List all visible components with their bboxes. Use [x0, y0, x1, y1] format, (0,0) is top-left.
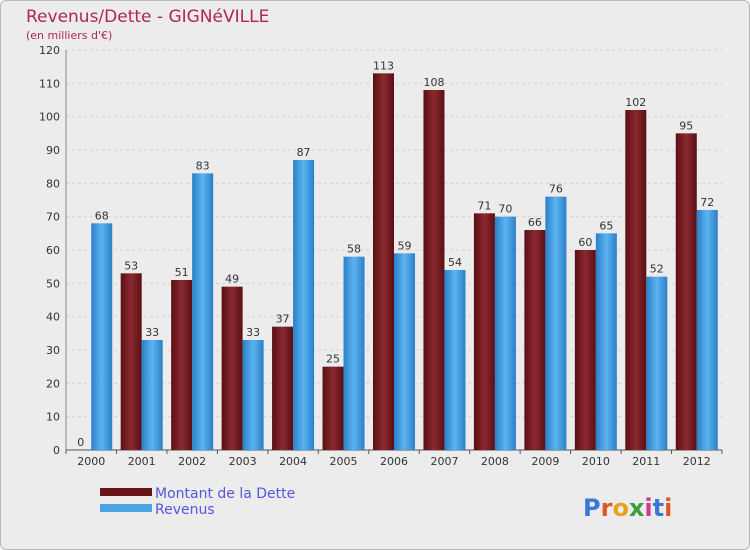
data-label-debt: 108: [423, 76, 444, 89]
y-tick-label: 100: [39, 111, 60, 124]
data-label-debt: 37: [276, 313, 290, 326]
data-label-debt: 25: [326, 353, 340, 366]
bar-revenus: [444, 270, 466, 450]
data-label-revenus: 58: [347, 243, 361, 256]
bar-revenus: [494, 216, 516, 450]
bar-revenus: [242, 340, 264, 450]
x-tick-label: 2008: [481, 455, 509, 468]
bar-revenus: [545, 196, 567, 450]
legend-label-debt: Montant de la Dette: [155, 486, 295, 502]
data-label-debt: 66: [528, 216, 542, 229]
y-tick-label: 60: [46, 244, 60, 257]
x-axis-ticks: 2000 2001 2002 2003 2004 2005 2006 2007 2008 2009…: [65, 450, 723, 468]
y-tick-label: 0: [53, 444, 60, 457]
data-label-debt: 113: [373, 59, 394, 72]
chart-subtitle: (en milliers d'€): [26, 29, 112, 42]
x-tick-label: 2011: [632, 455, 660, 468]
data-label-revenus: 87: [297, 146, 311, 159]
bar-debt: [524, 230, 546, 450]
x-tick-label: 2006: [380, 455, 408, 468]
y-tick-label: 40: [46, 311, 60, 324]
bar-debt: [221, 286, 243, 450]
x-tick-label: 2003: [229, 455, 257, 468]
bar-debt: [120, 273, 142, 450]
data-label-revenus: 72: [700, 196, 714, 209]
y-axis-ticks: 0 10 20 30 40 50 60 70 80 90 100 110 120: [39, 44, 60, 457]
y-tick-label: 90: [46, 144, 60, 157]
chart-title: Revenus/Dette - GIGNéVILLE: [26, 7, 269, 27]
data-label-debt: 0: [77, 436, 84, 449]
data-label-revenus: 68: [95, 209, 109, 222]
x-tick-label: 2005: [330, 455, 358, 468]
x-tick-label: 2000: [77, 455, 105, 468]
legend: Montant de la Dette Revenus: [100, 486, 295, 518]
bar-debt: [322, 366, 344, 450]
data-label-debt: 49: [225, 273, 239, 286]
bar-debt: [675, 133, 697, 451]
data-label-revenus: 83: [196, 159, 210, 172]
bar-debt: [171, 280, 193, 450]
bar-revenus: [293, 160, 315, 450]
data-label-revenus: 65: [599, 219, 613, 232]
bar-revenus: [343, 256, 365, 450]
y-tick-label: 120: [39, 44, 60, 57]
x-tick-label: 2004: [279, 455, 307, 468]
y-tick-label: 80: [46, 177, 60, 190]
logo-letter: o: [612, 494, 629, 522]
logo-letter: P: [583, 494, 601, 522]
bar-revenus: [595, 233, 617, 450]
bars: [91, 73, 718, 451]
bar-revenus: [696, 210, 718, 450]
data-label-debt: 51: [175, 266, 189, 279]
data-label-revenus: 59: [398, 239, 412, 252]
data-label-revenus: 33: [145, 326, 159, 339]
bar-revenus: [141, 340, 163, 450]
data-label-revenus: 76: [549, 183, 563, 196]
bar-debt: [625, 110, 647, 450]
bar-revenus: [192, 173, 214, 451]
y-tick-label: 70: [46, 211, 60, 224]
y-tick-label: 50: [46, 277, 60, 290]
x-tick-label: 2002: [178, 455, 206, 468]
bar-debt: [473, 213, 495, 450]
logo-letter: r: [601, 494, 613, 522]
legend-label-revenus: Revenus: [155, 502, 215, 518]
y-tick-label: 110: [39, 77, 60, 90]
data-label-debt: 53: [124, 259, 138, 272]
bar-revenus: [91, 223, 113, 450]
x-tick-label: 2007: [430, 455, 458, 468]
x-tick-label: 2001: [128, 455, 156, 468]
logo-letter: t: [653, 494, 664, 522]
bar-revenus: [646, 276, 668, 450]
data-label-revenus: 33: [246, 326, 260, 339]
logo-letter: x: [629, 494, 645, 522]
data-label-revenus: 70: [498, 203, 512, 216]
x-tick-label: 2009: [531, 455, 559, 468]
data-label-debt: 95: [679, 119, 693, 132]
y-tick-label: 30: [46, 344, 60, 357]
bar-debt: [574, 250, 596, 450]
bar-debt: [272, 326, 294, 450]
y-tick-label: 10: [46, 411, 60, 424]
logo-letter: i: [644, 494, 652, 522]
bar-revenus: [394, 253, 415, 450]
legend-swatch-debt: [100, 488, 152, 496]
data-label-revenus: 52: [650, 263, 664, 276]
bar-debt: [373, 73, 394, 450]
x-tick-label: 2012: [683, 455, 711, 468]
y-tick-label: 20: [46, 377, 60, 390]
bar-debt: [423, 90, 445, 450]
x-tick-label: 2010: [582, 455, 610, 468]
data-label-debt: 71: [477, 199, 491, 212]
data-label-revenus: 54: [448, 256, 462, 269]
data-label-debt: 60: [578, 236, 592, 249]
logo-letter: i: [664, 494, 672, 522]
proxiti-logo: Proxiti: [583, 494, 672, 522]
data-label-debt: 102: [625, 96, 646, 109]
legend-swatch-revenus: [100, 504, 152, 512]
data-labels: 0 68 53 33 51 83 49 33 37 87 25 58 113 59 108 54 71 70 66 7…: [77, 59, 714, 449]
